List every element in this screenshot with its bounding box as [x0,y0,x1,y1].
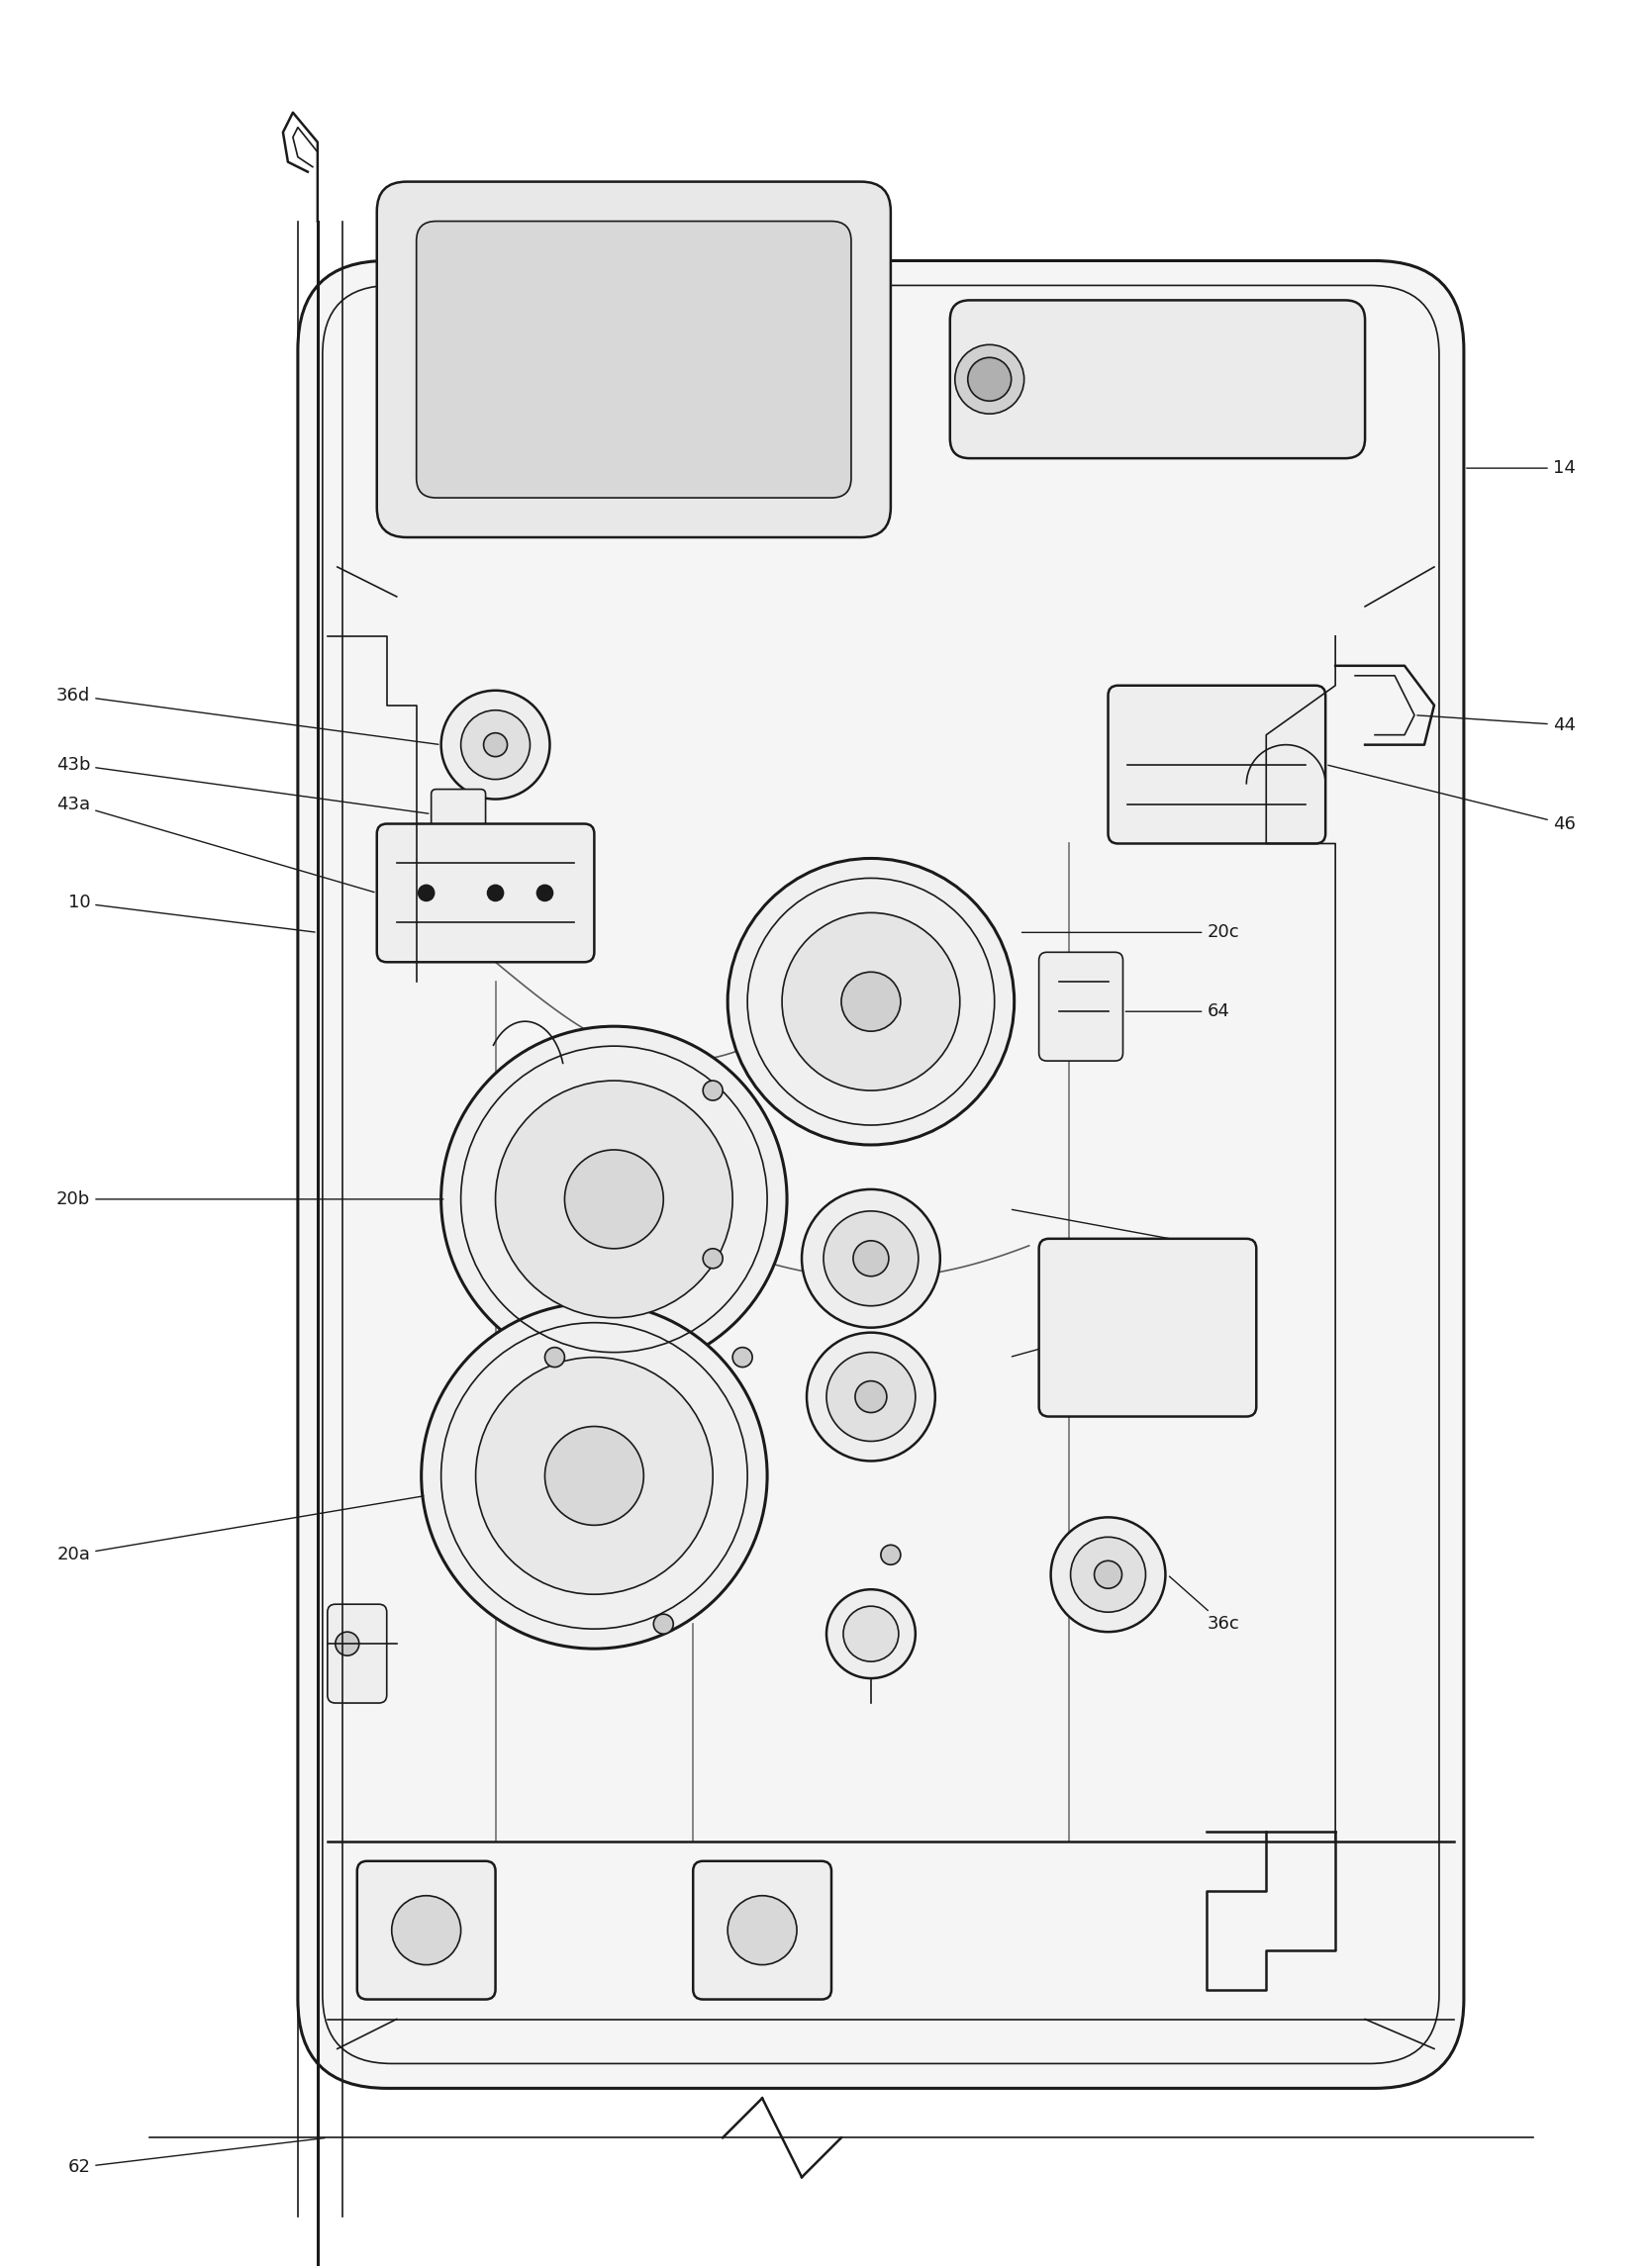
FancyBboxPatch shape [328,1603,388,1703]
Text: 36b: 36b [1012,1288,1242,1356]
Text: 36d: 36d [56,687,439,744]
FancyBboxPatch shape [417,222,851,497]
Circle shape [826,1352,915,1440]
Circle shape [564,1150,663,1250]
Circle shape [727,1896,796,1964]
Text: 46: 46 [1327,764,1575,832]
Circle shape [488,885,503,900]
Circle shape [419,885,434,900]
FancyBboxPatch shape [1108,685,1326,844]
Circle shape [856,1381,887,1413]
FancyBboxPatch shape [378,181,890,538]
FancyBboxPatch shape [432,789,485,835]
Text: 44: 44 [1416,714,1575,735]
Circle shape [826,1590,915,1678]
Circle shape [823,1211,918,1306]
Circle shape [475,1356,712,1594]
Circle shape [538,885,552,900]
Circle shape [801,1188,940,1327]
FancyBboxPatch shape [693,1862,831,2000]
Circle shape [1050,1517,1166,1633]
Circle shape [460,710,529,780]
Circle shape [653,1615,673,1633]
Circle shape [853,1241,889,1277]
Circle shape [968,358,1011,401]
Text: 14: 14 [1466,458,1575,476]
Circle shape [843,1606,899,1662]
Circle shape [544,1427,643,1524]
Text: 62: 62 [68,2139,325,2177]
Circle shape [841,973,900,1032]
FancyBboxPatch shape [950,299,1365,458]
Circle shape [495,1080,732,1318]
Circle shape [1070,1538,1146,1613]
Circle shape [422,1302,767,1649]
Circle shape [782,912,960,1091]
FancyBboxPatch shape [378,823,594,962]
Circle shape [881,1545,900,1565]
Text: 20a: 20a [56,1497,424,1563]
Circle shape [727,857,1014,1145]
FancyBboxPatch shape [1039,953,1123,1061]
Circle shape [1095,1560,1121,1588]
FancyBboxPatch shape [1039,1238,1257,1418]
FancyBboxPatch shape [358,1862,495,2000]
Text: 43a: 43a [56,796,374,891]
Text: 20c: 20c [1022,923,1238,941]
Circle shape [335,1633,359,1656]
FancyBboxPatch shape [772,222,851,261]
Circle shape [806,1334,935,1461]
Text: 36a: 36a [1012,1209,1240,1256]
Circle shape [392,1896,460,1964]
Text: 10: 10 [68,894,315,932]
Circle shape [702,1250,722,1268]
Circle shape [955,345,1024,413]
Circle shape [702,1080,722,1100]
Circle shape [483,733,508,758]
FancyBboxPatch shape [298,261,1464,2089]
Circle shape [440,689,549,798]
Circle shape [440,1027,787,1372]
Circle shape [544,1347,564,1368]
Text: 36c: 36c [1169,1576,1240,1633]
Text: 20b: 20b [56,1191,444,1209]
Text: 43b: 43b [56,755,429,814]
Circle shape [732,1347,752,1368]
Text: 64: 64 [1126,1002,1230,1021]
